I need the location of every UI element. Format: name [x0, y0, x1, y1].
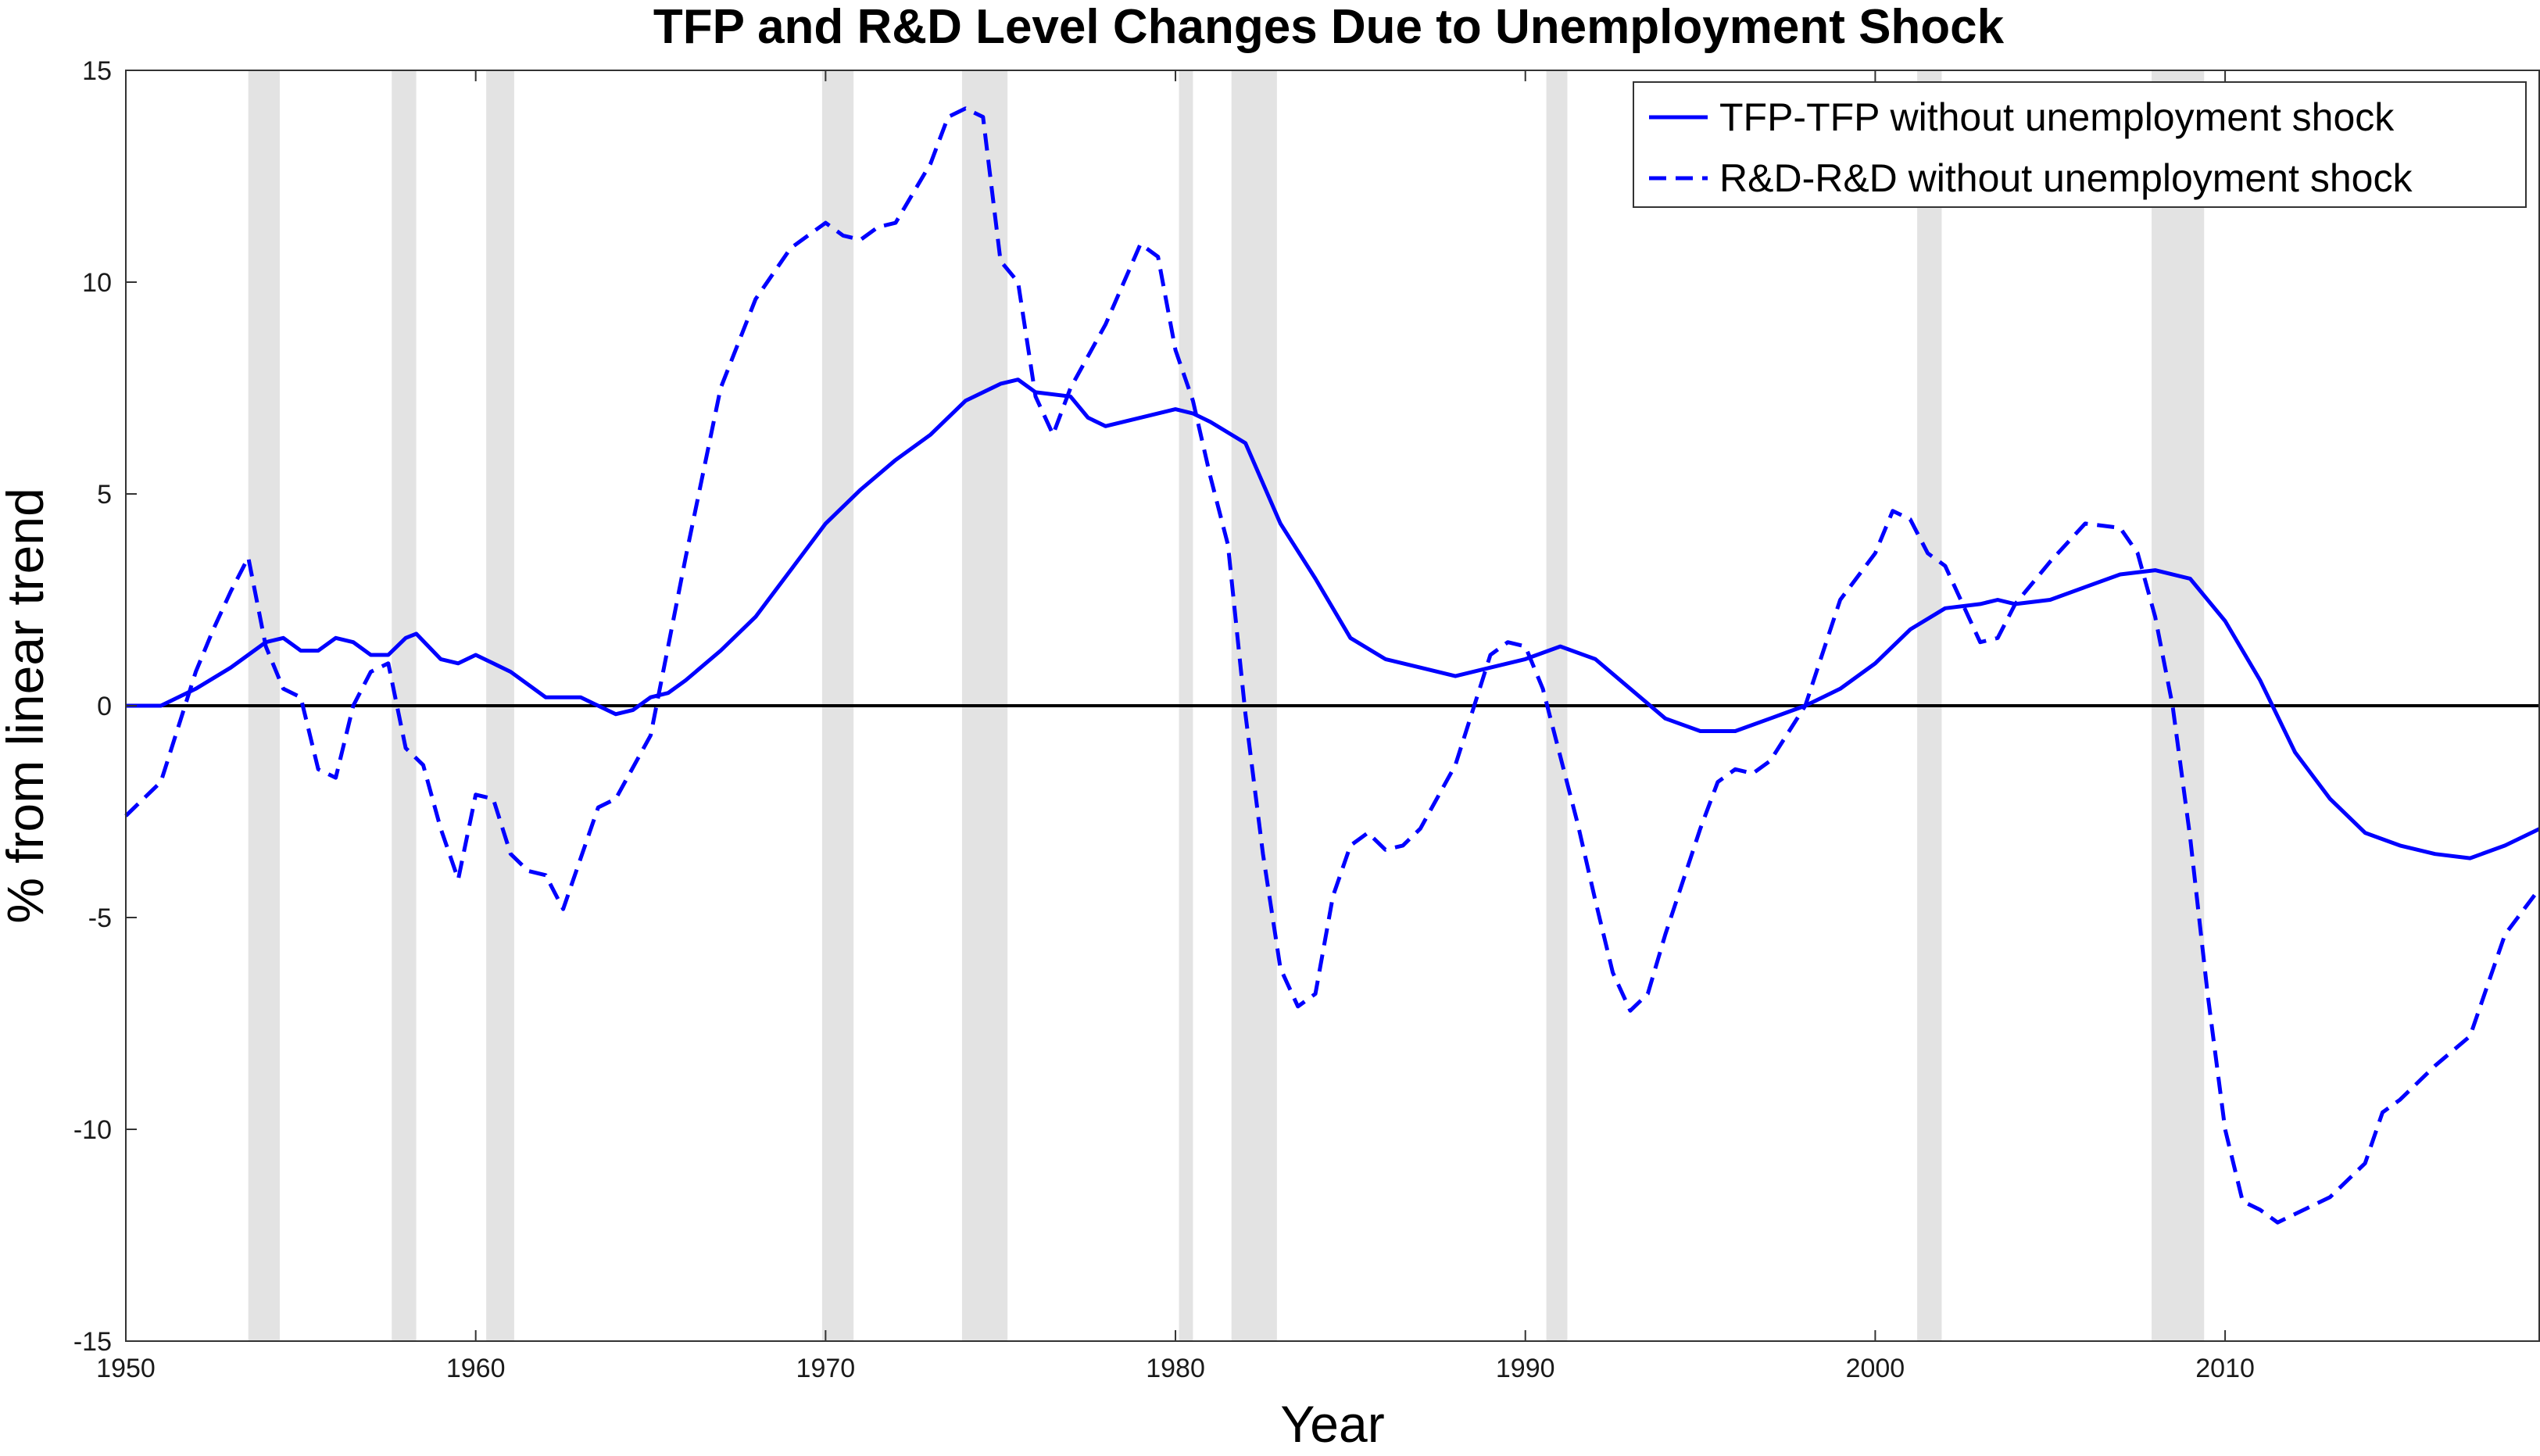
y-tick-label: -15: [73, 1327, 112, 1357]
x-axis-label: Year: [1280, 1395, 1384, 1453]
x-tick-label: 2000: [1846, 1354, 1905, 1383]
y-axis-label: % from linear trend: [0, 488, 54, 924]
y-tick-label: 10: [82, 268, 112, 298]
x-tick-label: 1980: [1146, 1354, 1205, 1383]
series-lines: [124, 106, 2540, 1225]
x-tick-label: 1970: [796, 1354, 856, 1383]
y-tick-label: -10: [73, 1115, 112, 1145]
chart-title: TFP and R&D Level Changes Due to Unemplo…: [653, 0, 2005, 54]
legend-box: [1633, 81, 2527, 208]
x-tick-label: 1990: [1496, 1354, 1555, 1383]
axis-ticks: 1950 1960 1970 1980 1990 2000 2010 15 10 5 0 -5 -10 -…: [73, 56, 2255, 1383]
y-tick-label: 0: [97, 692, 112, 721]
legend: TFP-TFP without unemployment shock R&D-R…: [1633, 81, 2527, 208]
y-tick-label: 15: [82, 56, 112, 86]
series-line-1: [124, 106, 2540, 1225]
legend-label-rd: R&D-R&D without unemployment shock: [1719, 156, 2413, 200]
series-line-0: [126, 377, 2540, 860]
x-tick-label: 1960: [446, 1354, 506, 1383]
x-tick-label: 1950: [96, 1354, 156, 1383]
y-tick-label: -5: [88, 903, 112, 933]
x-tick-label: 2010: [2195, 1354, 2255, 1383]
legend-label-tfp: TFP-TFP without unemployment shock: [1719, 95, 2395, 139]
y-tick-label: 5: [97, 480, 112, 510]
